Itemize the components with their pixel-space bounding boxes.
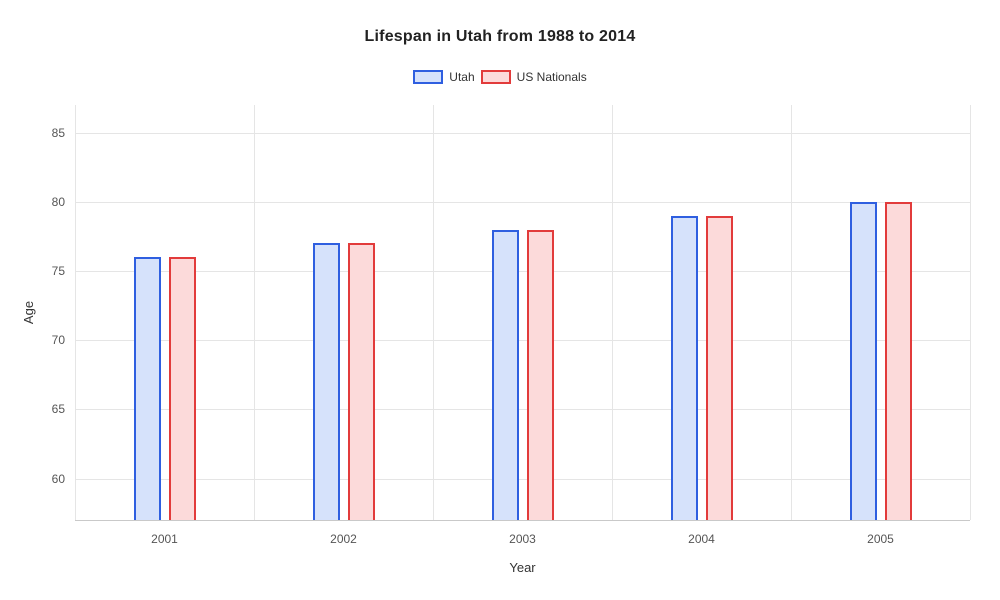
x-tick-label: 2004	[688, 520, 715, 546]
bar-us-nationals	[169, 257, 196, 520]
y-tick-label: 65	[52, 402, 75, 416]
legend-item-utah: Utah	[413, 70, 474, 84]
x-axis-line	[75, 520, 970, 521]
y-tick-label: 75	[52, 264, 75, 278]
chart-title: Lifespan in Utah from 1988 to 2014	[0, 28, 1000, 46]
bar-us-nationals	[527, 230, 554, 521]
y-tick-label: 60	[52, 472, 75, 486]
gridline-vertical	[791, 105, 792, 520]
x-tick-label: 2003	[509, 520, 536, 546]
legend-label: Utah	[449, 70, 474, 84]
gridline-vertical	[970, 105, 971, 520]
x-tick-label: 2005	[867, 520, 894, 546]
y-tick-label: 80	[52, 195, 75, 209]
chart-legend: Utah US Nationals	[0, 70, 1000, 84]
y-tick-label: 70	[52, 333, 75, 347]
gridline-vertical	[254, 105, 255, 520]
bar-utah	[850, 202, 877, 520]
y-tick-label: 85	[52, 126, 75, 140]
gridline-horizontal	[75, 271, 970, 272]
gridline-horizontal	[75, 133, 970, 134]
gridline-horizontal	[75, 409, 970, 410]
gridline-vertical	[433, 105, 434, 520]
bar-utah	[492, 230, 519, 521]
x-tick-label: 2001	[151, 520, 178, 546]
bar-utah	[313, 243, 340, 520]
plot-area: 60657075808520012002200320042005	[75, 105, 970, 520]
legend-swatch	[481, 70, 511, 84]
x-axis-title: Year	[509, 560, 535, 575]
bar-us-nationals	[706, 216, 733, 520]
legend-item-us-nationals: US Nationals	[481, 70, 587, 84]
y-axis-title: Age	[21, 300, 36, 323]
lifespan-bar-chart: Lifespan in Utah from 1988 to 2014 UtahU…	[0, 0, 1000, 600]
bar-utah	[671, 216, 698, 520]
bar-us-nationals	[885, 202, 912, 520]
legend-swatch	[413, 70, 443, 84]
gridline-vertical	[75, 105, 76, 520]
gridline-horizontal	[75, 479, 970, 480]
gridline-vertical	[612, 105, 613, 520]
legend-label: US Nationals	[517, 70, 587, 84]
gridline-horizontal	[75, 202, 970, 203]
x-tick-label: 2002	[330, 520, 357, 546]
bar-us-nationals	[348, 243, 375, 520]
bar-utah	[134, 257, 161, 520]
gridline-horizontal	[75, 340, 970, 341]
